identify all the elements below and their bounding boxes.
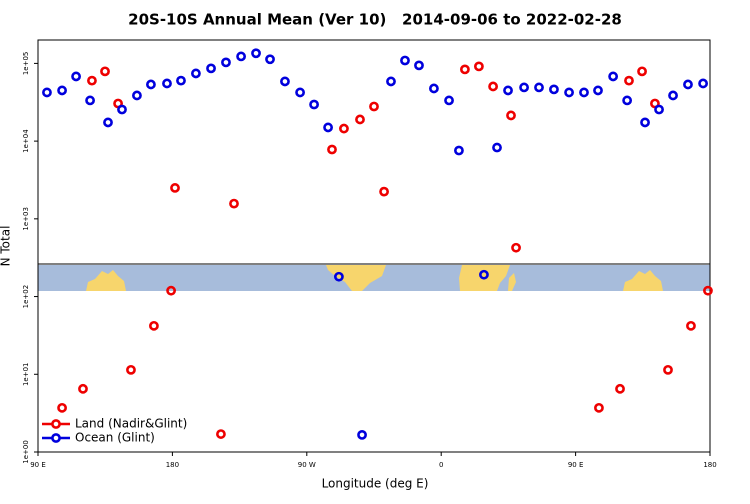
point <box>615 383 625 394</box>
point <box>117 104 127 115</box>
point <box>624 75 634 86</box>
point <box>663 364 673 375</box>
plot-frame <box>37 39 711 453</box>
point <box>386 76 396 87</box>
land-shape <box>86 270 126 291</box>
point <box>78 383 88 394</box>
land-shape <box>508 273 516 291</box>
point <box>229 198 239 209</box>
point <box>206 63 216 74</box>
y-tick-label: 1e+05 <box>22 52 30 76</box>
point <box>355 114 365 125</box>
point <box>654 104 664 115</box>
point <box>698 78 708 89</box>
point <box>103 117 113 128</box>
point <box>265 54 275 65</box>
point <box>608 71 619 82</box>
x-axis-label: Longitude (deg E) <box>322 477 429 491</box>
legend-marker <box>51 419 61 429</box>
legend-marker <box>51 433 61 443</box>
point <box>295 87 305 98</box>
point <box>534 82 544 93</box>
point <box>176 75 186 86</box>
point <box>622 95 633 106</box>
point <box>683 79 693 90</box>
y-axis-label: N Total <box>0 226 13 267</box>
point <box>334 271 344 282</box>
point <box>280 76 290 87</box>
point <box>488 81 498 92</box>
x-tick-label: 180 <box>703 461 716 469</box>
x-tick-label: 90 W <box>298 461 316 469</box>
point <box>668 90 678 101</box>
x-tick-label: 0 <box>439 461 443 469</box>
point <box>126 364 136 375</box>
point <box>132 90 142 101</box>
point <box>100 66 110 77</box>
point <box>357 429 367 440</box>
point <box>216 429 226 439</box>
point <box>511 242 521 253</box>
point <box>579 87 589 98</box>
point <box>57 85 67 96</box>
legend-label: Land (Nadir&Glint) <box>75 417 187 431</box>
point <box>594 402 604 413</box>
point <box>236 51 246 62</box>
point <box>339 123 349 134</box>
point <box>323 122 333 133</box>
point <box>503 85 513 96</box>
point <box>460 64 470 75</box>
point <box>146 79 156 90</box>
point <box>593 85 603 96</box>
point <box>549 84 559 95</box>
point <box>309 99 319 110</box>
land-shape <box>326 265 386 291</box>
y-tick-label: 1e+02 <box>22 285 30 309</box>
point <box>85 95 95 106</box>
legend-label: Ocean (Glint) <box>75 431 155 445</box>
point <box>162 78 172 89</box>
point <box>444 95 454 106</box>
point <box>369 101 379 112</box>
x-tick-label: 90 E <box>30 461 46 469</box>
point <box>71 71 81 82</box>
point <box>474 61 484 72</box>
point <box>149 320 159 331</box>
point <box>57 402 67 413</box>
chart-title: 20S-10S Annual Mean (Ver 10) 2014-09-06 … <box>128 11 622 29</box>
land-shape <box>623 270 663 291</box>
point <box>170 183 180 193</box>
point <box>640 117 650 128</box>
point <box>637 66 647 77</box>
point <box>400 55 410 66</box>
point <box>414 60 424 71</box>
point <box>454 145 464 156</box>
point <box>506 110 516 121</box>
y-tick-label: 1e+01 <box>22 363 30 387</box>
point <box>191 68 201 79</box>
point <box>87 75 97 86</box>
point <box>221 57 231 68</box>
point <box>379 186 389 197</box>
x-tick-label: 180 <box>166 461 179 469</box>
y-tick-label: 1e+04 <box>22 129 30 153</box>
x-tick-label: 90 E <box>568 461 584 469</box>
point <box>42 87 52 98</box>
y-tick-label: 1e+03 <box>22 207 30 231</box>
point <box>327 144 337 155</box>
point <box>519 82 529 93</box>
point <box>479 269 489 280</box>
point <box>429 83 439 94</box>
point <box>492 142 502 153</box>
point <box>686 320 696 331</box>
point <box>251 48 261 59</box>
map-strip <box>38 263 710 291</box>
y-tick-label: 1e+00 <box>22 440 30 464</box>
point <box>166 285 176 296</box>
point <box>703 285 713 296</box>
point <box>564 87 574 98</box>
